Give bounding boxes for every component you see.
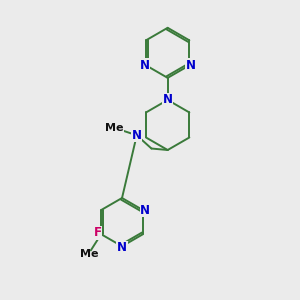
- Text: N: N: [132, 129, 142, 142]
- Text: N: N: [163, 93, 173, 106]
- Text: Me: Me: [104, 123, 123, 133]
- Text: N: N: [140, 59, 149, 72]
- Text: Me: Me: [80, 249, 99, 259]
- Text: N: N: [117, 241, 127, 254]
- Text: N: N: [140, 204, 150, 217]
- Text: N: N: [186, 59, 196, 72]
- Text: F: F: [94, 226, 102, 239]
